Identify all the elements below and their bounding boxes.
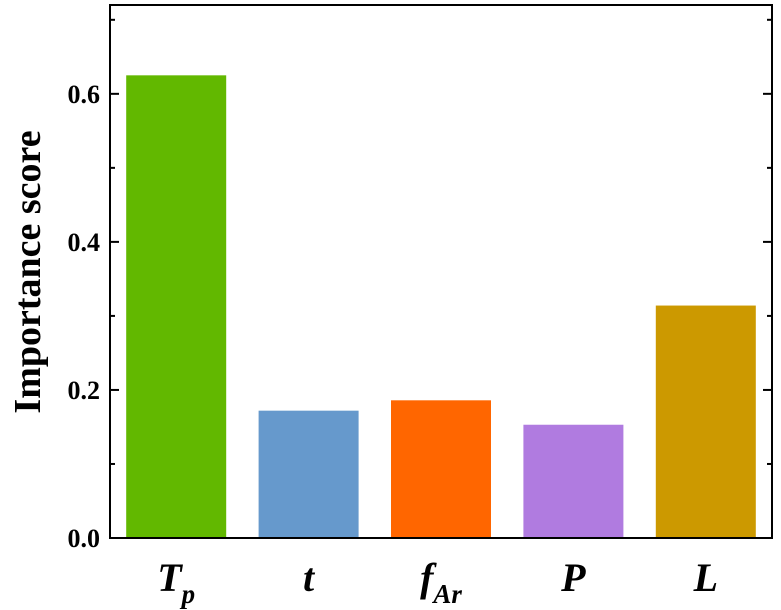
axes-group <box>109 4 773 539</box>
bar-t <box>258 410 359 538</box>
bar-fAr <box>391 400 491 538</box>
x-category-label: t <box>303 555 316 600</box>
x-category-label: P <box>560 555 586 600</box>
plot-frame <box>109 4 773 539</box>
y-tick-label: 0.6 <box>68 80 101 109</box>
x-category-label: L <box>693 555 718 600</box>
y-tick-label: 0.0 <box>68 524 101 553</box>
x-labels-group: Tp t fAr P L <box>157 555 718 609</box>
bar-P <box>523 424 624 538</box>
y-ticks-group: 0.0 0.2 0.4 0.6 <box>68 18 772 553</box>
x-category-label: Tp <box>157 555 195 609</box>
y-tick-label: 0.2 <box>68 376 101 405</box>
y-axis-title: Importance score <box>7 130 49 413</box>
y-tick-label: 0.4 <box>68 228 101 257</box>
x-category-label: fAr <box>420 555 462 609</box>
bars-group <box>126 75 756 538</box>
bar-Tp <box>126 75 227 538</box>
bar-L <box>655 305 756 538</box>
